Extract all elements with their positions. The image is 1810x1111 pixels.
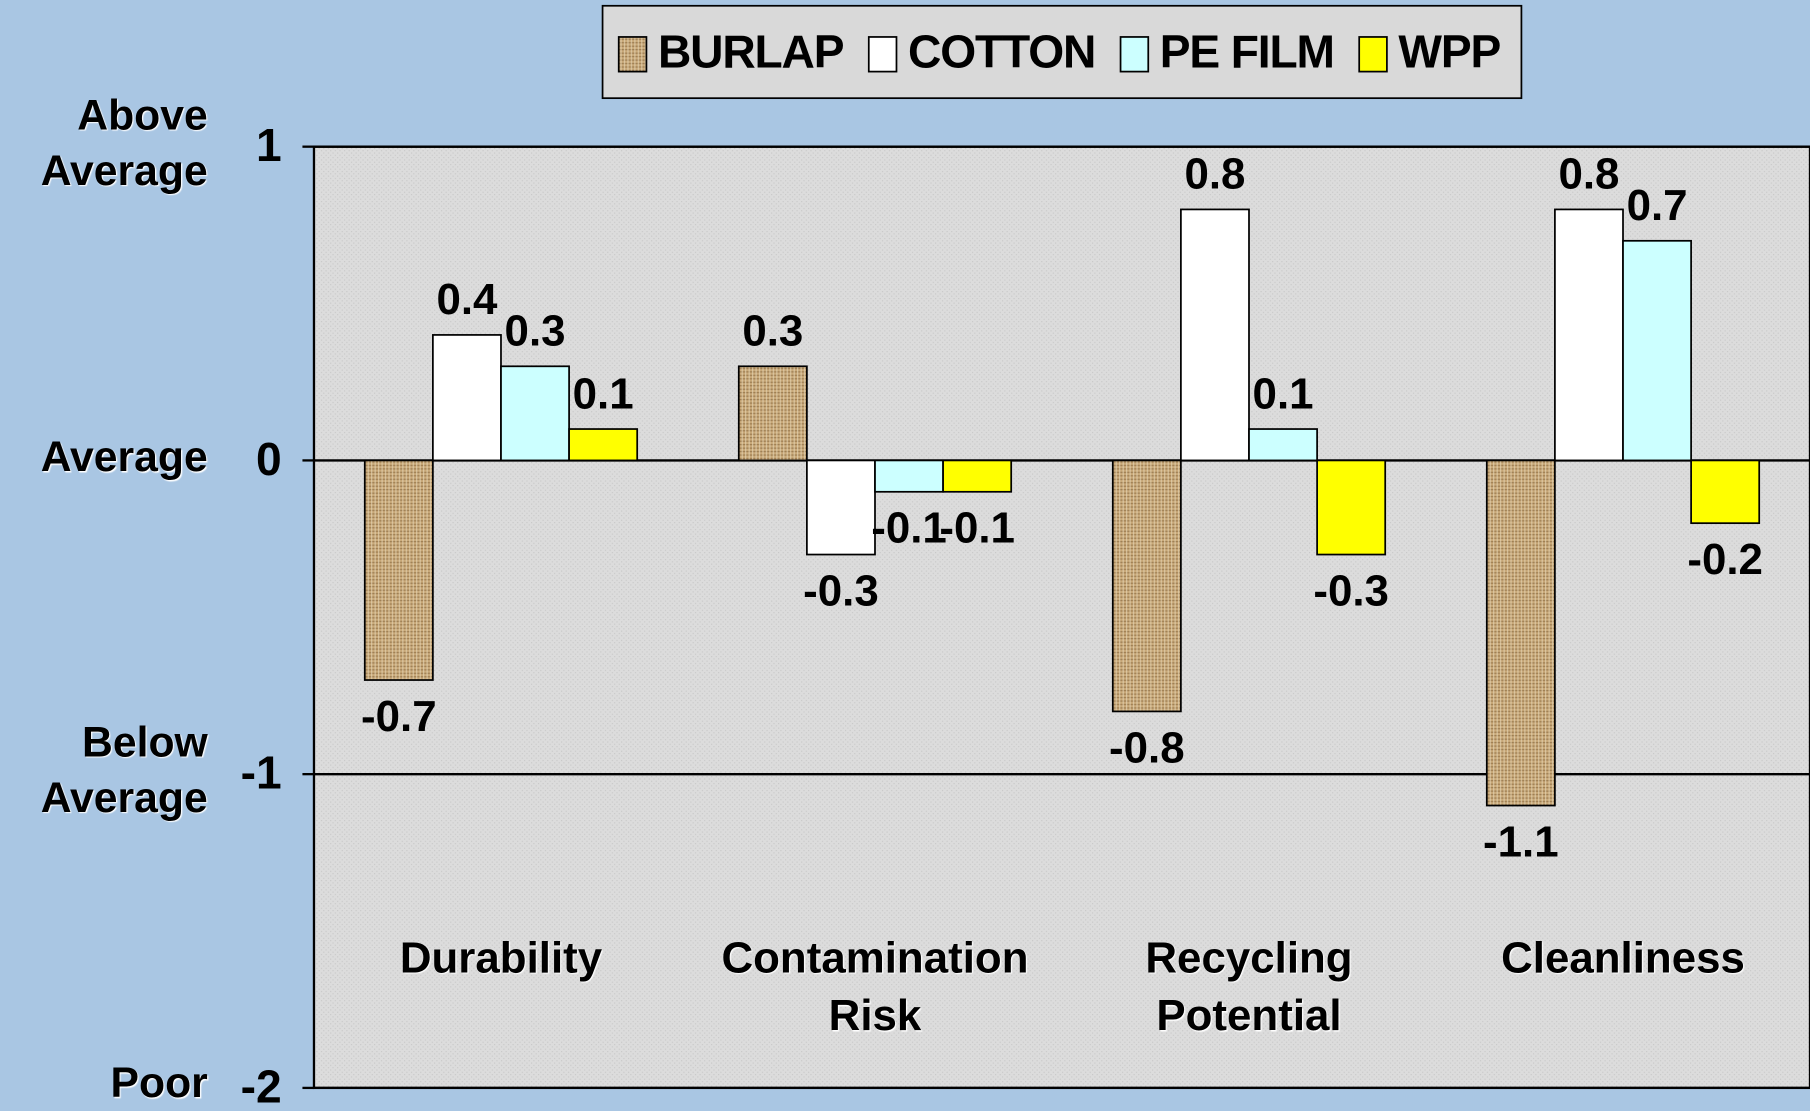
- y-tick-label: 1: [256, 119, 282, 171]
- y-tick-label: -1: [241, 747, 282, 799]
- legend-label: COTTON: [908, 26, 1095, 78]
- bar: [1622, 239, 1692, 462]
- legend-swatch: [1119, 36, 1150, 73]
- y-level-label: Above Average: [40, 91, 208, 195]
- data-label: 0.4: [436, 275, 498, 324]
- data-label: 0.3: [505, 307, 566, 356]
- x-category-label: Durability: [399, 934, 603, 983]
- y-tick-label: -2: [241, 1060, 282, 1111]
- bar: [1690, 459, 1761, 525]
- data-label: -0.7: [361, 692, 437, 741]
- bar: [806, 459, 876, 556]
- legend-label: WPP: [1398, 26, 1500, 78]
- data-label: -1.1: [1483, 817, 1559, 866]
- y-tick-label: 0: [256, 433, 282, 485]
- data-label: -0.3: [803, 566, 879, 615]
- data-label: -0.8: [1109, 723, 1185, 772]
- data-label: -0.1: [939, 504, 1015, 553]
- legend-swatch: [867, 36, 898, 73]
- bar: [1485, 459, 1556, 807]
- bar: [1554, 208, 1624, 462]
- bar: [500, 365, 570, 462]
- bar: [874, 459, 944, 493]
- data-label: 0.3: [742, 307, 803, 356]
- y-level-label: Average: [40, 432, 208, 481]
- bar: [363, 459, 434, 681]
- bar: [1316, 459, 1387, 556]
- bar: [1111, 459, 1182, 713]
- data-label: -0.3: [1313, 566, 1389, 615]
- x-category-label: Cleanliness: [1501, 934, 1745, 983]
- y-level-label: Below Average: [40, 718, 208, 822]
- legend-label: PE FILM: [1160, 26, 1334, 78]
- x-category-label: Recycling Potential: [1145, 934, 1353, 1041]
- bar: [737, 365, 808, 462]
- y-level-label: Poor: [110, 1059, 208, 1107]
- data-label: 0.8: [1184, 150, 1245, 199]
- bar: [1180, 208, 1250, 462]
- data-label: 0.7: [1627, 181, 1688, 230]
- bar: [568, 428, 639, 462]
- data-label: 0.1: [1253, 369, 1314, 418]
- data-label: -0.2: [1687, 535, 1763, 584]
- legend-label: BURLAP: [658, 26, 844, 78]
- data-label: 0.1: [573, 369, 634, 418]
- legend-swatch: [617, 36, 648, 73]
- legend-swatch: [1358, 36, 1388, 73]
- bar: [942, 459, 1013, 493]
- legend: BURLAP COTTON PE FILM WPP: [601, 4, 1523, 100]
- bar: [1248, 428, 1318, 462]
- data-label: -0.1: [871, 504, 947, 553]
- bar: [432, 334, 502, 462]
- data-label: 0.8: [1558, 150, 1619, 199]
- x-category-label: Contamination Risk: [721, 934, 1029, 1041]
